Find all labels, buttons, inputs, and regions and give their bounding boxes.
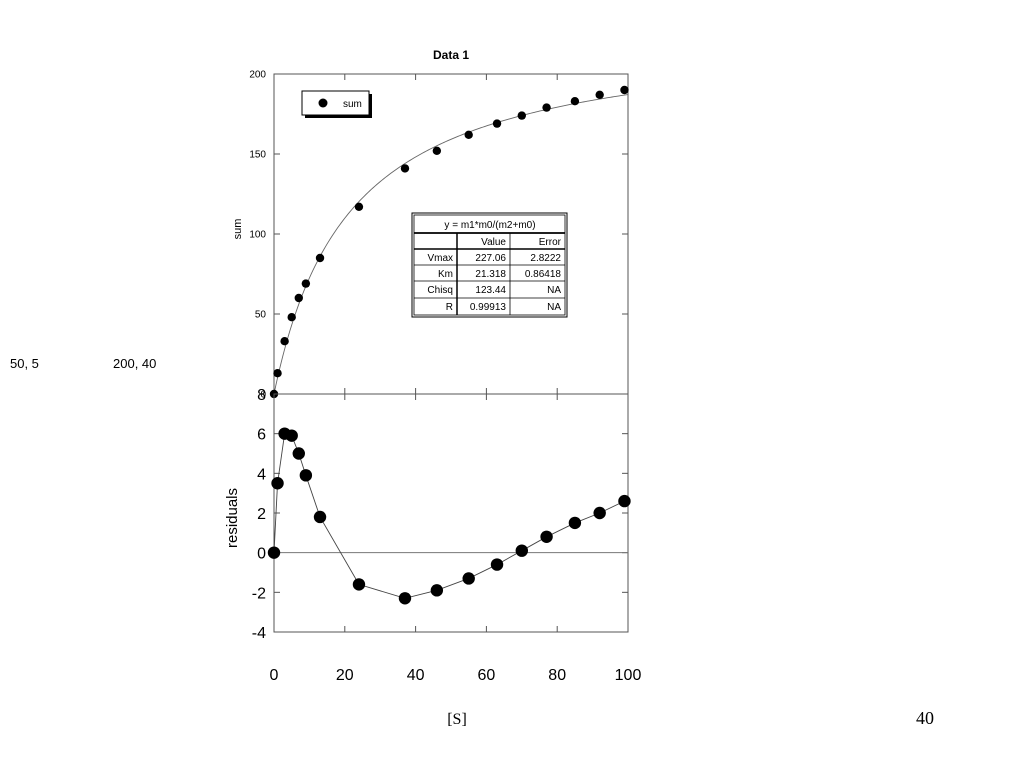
bottom-data-point — [313, 510, 327, 524]
bottom-y-tick-label: 2 — [257, 506, 266, 523]
bottom-data-point — [618, 494, 631, 508]
fit-table-value-km: 21.318 — [475, 269, 506, 280]
bottom-data-point — [271, 477, 284, 490]
bottom-y-tick-label: 8 — [257, 387, 266, 404]
top-data-points — [269, 85, 629, 399]
bottom-data-point — [593, 506, 606, 520]
top-data-point — [294, 293, 303, 303]
top-data-point — [400, 164, 410, 173]
fit-table-value-vmax: 227.06 — [475, 253, 506, 264]
bottom-x-axis-label: [S] — [447, 711, 467, 728]
bottom-data-point — [515, 544, 528, 557]
top-data-point — [620, 85, 629, 95]
bottom-chart: residuals [S] -4 -2 0 2 4 6 8 0 20 40 60 80 100 — [224, 387, 641, 728]
top-data-point — [273, 369, 282, 378]
top-data-point — [517, 111, 526, 120]
bottom-data-point — [352, 578, 366, 591]
bottom-x-tick-label: 80 — [548, 667, 566, 684]
bottom-y-tick-label: 6 — [257, 427, 266, 444]
bottom-data-point — [398, 592, 412, 605]
fit-table-header-value: Value — [481, 237, 506, 248]
fit-table-header-error: Error — [539, 237, 562, 248]
top-data-point — [301, 279, 311, 288]
bottom-data-point — [285, 429, 298, 442]
top-data-point — [570, 97, 580, 106]
bottom-x-tick-label: 0 — [270, 667, 279, 684]
fit-table-error-vmax: 2.8222 — [530, 253, 561, 264]
fit-table-value-chisq: 123.44 — [475, 285, 506, 296]
legend-label-sum: sum — [343, 99, 362, 110]
top-y-ticks: 0 50 100 150 200 — [249, 70, 629, 401]
bottom-series-line — [273, 433, 625, 599]
top-data-point — [280, 337, 289, 346]
bottom-data-point — [490, 558, 504, 571]
fit-table-error-r: NA — [547, 302, 561, 313]
top-chart: Data 1 sum 0 50 100 150 200 sum y = m1*m0/(m… — [232, 48, 629, 401]
top-data-point — [287, 313, 296, 322]
fit-table-error-km: 0.86418 — [525, 269, 562, 280]
bottom-data-points — [267, 427, 631, 605]
top-y-tick-label: 50 — [255, 310, 267, 321]
top-data-point — [595, 90, 604, 100]
fit-table-param-km: Km — [438, 269, 453, 280]
legend-marker-sum — [318, 98, 328, 108]
top-fit-curve — [273, 94, 629, 395]
bottom-y-ticks: -4 -2 0 2 4 6 8 — [252, 387, 628, 642]
top-data-point — [542, 103, 551, 112]
top-y-axis-label: sum — [232, 219, 244, 240]
bottom-x-tick-label: 60 — [478, 667, 496, 684]
bottom-data-point — [430, 584, 444, 597]
top-chart-title: Data 1 — [433, 48, 469, 62]
bottom-y-tick-label: 0 — [257, 546, 266, 563]
top-y-tick-label: 100 — [249, 230, 266, 241]
fit-table-error-chisq: NA — [547, 285, 561, 296]
top-data-point — [432, 146, 442, 155]
bottom-data-point — [462, 572, 475, 585]
top-data-point — [464, 130, 473, 139]
bottom-plot-frame — [273, 393, 629, 633]
top-data-point — [354, 202, 364, 211]
top-y-tick-label: 0 — [260, 390, 266, 401]
fit-table-param-chisq: Chisq — [427, 285, 453, 296]
top-data-point — [492, 119, 502, 128]
bottom-y-tick-label: -4 — [252, 625, 266, 642]
top-fit-curve-group — [273, 94, 629, 395]
fit-table-param-vmax: Vmax — [427, 253, 453, 264]
bottom-y-axis-label: residuals — [224, 488, 241, 548]
corner-label-left: 50, 5 — [10, 356, 39, 371]
top-y-tick-label: 200 — [249, 70, 266, 81]
top-legend: sum — [301, 90, 372, 118]
bottom-data-point — [299, 469, 313, 482]
legend-box — [301, 90, 370, 116]
bottom-data-point — [540, 530, 553, 543]
top-data-point — [315, 253, 325, 263]
bottom-y-tick-label: -2 — [252, 585, 266, 602]
bottom-x-tick-label: 20 — [336, 667, 354, 684]
bottom-x-tick-label: 40 — [407, 667, 425, 684]
fit-table-value-r: 0.99913 — [470, 302, 507, 313]
bottom-data-point — [568, 516, 582, 530]
bottom-data-point — [292, 447, 305, 460]
fit-equation: y = m1*m0/(m2+m0) — [444, 220, 535, 231]
fit-results-table: y = m1*m0/(m2+m0) Value Error Vmax 227.0… — [411, 212, 568, 318]
bottom-x-ticks: 0 20 40 60 80 100 — [270, 394, 642, 684]
page-number: 40 — [916, 708, 934, 728]
corner-label-right: 200, 40 — [113, 356, 156, 371]
bottom-series-line-group — [273, 433, 625, 599]
bottom-y-tick-label: 4 — [257, 466, 266, 483]
top-y-tick-label: 150 — [249, 150, 266, 161]
bottom-x-tick-label: 100 — [615, 667, 642, 684]
fit-table-param-r: R — [446, 302, 453, 313]
bottom-data-point — [267, 546, 281, 559]
